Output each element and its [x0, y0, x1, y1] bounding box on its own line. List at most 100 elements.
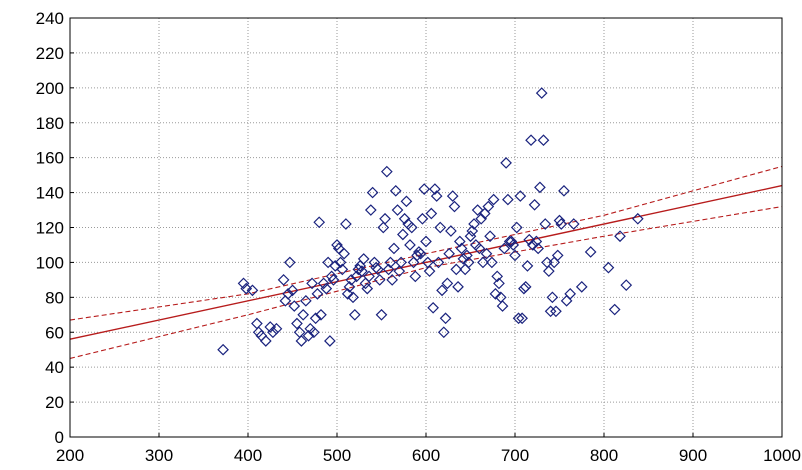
data-point	[377, 221, 390, 234]
data-point	[364, 204, 377, 216]
y-tick-label: 180	[36, 114, 64, 133]
data-point	[455, 242, 468, 255]
y-tick-label: 240	[36, 9, 64, 28]
data-point	[334, 256, 347, 269]
data-point	[558, 184, 570, 197]
data-point	[300, 294, 312, 307]
data-point	[327, 274, 340, 286]
data-point	[473, 242, 486, 255]
y-tick-label: 160	[36, 149, 64, 168]
data-point	[366, 186, 379, 199]
data-point	[452, 281, 464, 293]
data-point	[393, 265, 406, 277]
data-point	[550, 305, 562, 318]
data-point	[475, 212, 488, 225]
y-tick-label: 60	[45, 323, 64, 342]
data-point	[512, 312, 525, 325]
data-point	[295, 335, 308, 347]
x-tick-label: 400	[234, 446, 262, 465]
data-point	[523, 233, 536, 246]
data-point	[386, 274, 399, 286]
data-point	[539, 218, 552, 230]
regression-line	[69, 184, 783, 340]
data-point	[446, 190, 459, 202]
data-point	[564, 287, 577, 300]
data-point	[462, 256, 475, 269]
data-point	[315, 308, 327, 321]
data-point	[500, 157, 512, 169]
data-point	[217, 343, 229, 356]
data-point	[297, 308, 310, 321]
data-point	[322, 256, 334, 269]
data-point	[389, 184, 402, 197]
data-point	[437, 326, 450, 339]
data-point	[544, 305, 557, 318]
data-point	[380, 165, 393, 178]
data-point	[505, 235, 518, 248]
data-point	[493, 277, 505, 290]
data-point	[429, 183, 441, 195]
data-point	[311, 287, 324, 300]
data-point	[608, 303, 621, 316]
data-point	[259, 335, 272, 347]
y-tick-label: 200	[36, 79, 64, 98]
data-point	[575, 281, 588, 293]
data-point	[453, 235, 466, 248]
data-point	[567, 218, 580, 230]
y-tick-label: 20	[45, 393, 64, 412]
x-tick-label: 600	[412, 446, 440, 465]
x-tick-label: 300	[145, 446, 173, 465]
data-point	[325, 270, 338, 283]
x-tick-label: 200	[56, 446, 84, 465]
data-point	[405, 221, 418, 234]
data-point	[448, 200, 461, 213]
data-point	[528, 198, 541, 211]
data-point	[486, 256, 498, 269]
data-point	[487, 193, 500, 206]
data-point	[373, 274, 386, 286]
data-point	[395, 256, 407, 269]
data-point	[432, 256, 445, 269]
data-point	[282, 287, 294, 300]
data-point	[526, 239, 539, 251]
data-point	[270, 322, 283, 335]
data-point	[345, 274, 358, 286]
data-point	[477, 256, 489, 269]
data-point	[306, 277, 318, 290]
data-point	[320, 282, 333, 295]
data-point	[509, 249, 521, 262]
data-point	[434, 221, 447, 234]
data-point	[361, 282, 374, 295]
data-point	[542, 265, 555, 277]
data-point	[514, 190, 527, 202]
data-point	[357, 253, 370, 265]
data-point	[457, 253, 470, 265]
x-tick-label: 900	[679, 446, 707, 465]
data-point	[525, 134, 537, 147]
data-point	[416, 212, 429, 225]
data-point	[480, 247, 493, 260]
data-point	[391, 204, 404, 216]
data-point	[614, 230, 626, 243]
data-point	[498, 242, 511, 255]
data-point	[363, 270, 375, 283]
data-point	[352, 263, 365, 276]
data-point	[482, 200, 495, 213]
data-point	[313, 216, 326, 229]
x-axis-tick-labels: 200 300 400 500 600 700 800 900 1000	[56, 433, 801, 465]
data-point	[338, 247, 350, 260]
data-point	[246, 284, 259, 297]
data-point	[277, 274, 290, 286]
data-point	[347, 291, 359, 304]
y-tick-label: 140	[36, 184, 64, 203]
data-point	[409, 270, 422, 283]
data-point	[507, 239, 520, 251]
data-point	[530, 235, 543, 248]
x-tick-label: 700	[501, 446, 529, 465]
data-point	[443, 247, 455, 260]
y-tick-label: 100	[36, 253, 64, 272]
data-point	[288, 300, 301, 312]
data-point	[551, 249, 564, 262]
